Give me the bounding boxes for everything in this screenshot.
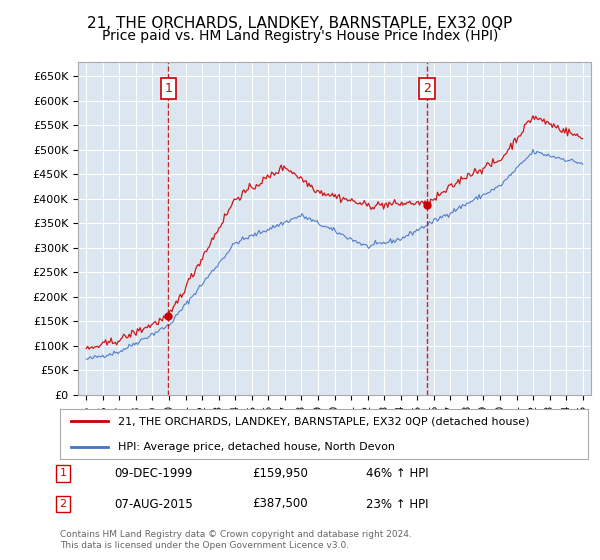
Text: 07-AUG-2015: 07-AUG-2015 xyxy=(114,497,193,511)
Text: £387,500: £387,500 xyxy=(252,497,308,511)
Text: 1: 1 xyxy=(59,468,67,478)
Text: Price paid vs. HM Land Registry's House Price Index (HPI): Price paid vs. HM Land Registry's House … xyxy=(102,29,498,43)
Text: This data is licensed under the Open Government Licence v3.0.: This data is licensed under the Open Gov… xyxy=(60,541,349,550)
Text: 2: 2 xyxy=(423,82,431,95)
Text: 1: 1 xyxy=(164,82,172,95)
Text: 21, THE ORCHARDS, LANDKEY, BARNSTAPLE, EX32 0QP: 21, THE ORCHARDS, LANDKEY, BARNSTAPLE, E… xyxy=(88,16,512,31)
Text: 09-DEC-1999: 09-DEC-1999 xyxy=(114,466,193,480)
Text: 2: 2 xyxy=(59,499,67,509)
Text: 46% ↑ HPI: 46% ↑ HPI xyxy=(366,466,428,480)
Text: Contains HM Land Registry data © Crown copyright and database right 2024.: Contains HM Land Registry data © Crown c… xyxy=(60,530,412,539)
Text: 23% ↑ HPI: 23% ↑ HPI xyxy=(366,497,428,511)
Text: HPI: Average price, detached house, North Devon: HPI: Average price, detached house, Nort… xyxy=(118,442,395,451)
Text: 21, THE ORCHARDS, LANDKEY, BARNSTAPLE, EX32 0QP (detached house): 21, THE ORCHARDS, LANDKEY, BARNSTAPLE, E… xyxy=(118,417,530,426)
Text: £159,950: £159,950 xyxy=(252,466,308,480)
